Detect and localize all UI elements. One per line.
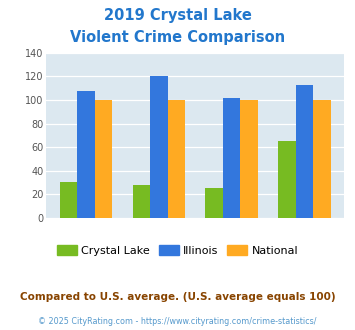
Bar xyxy=(278,141,296,218)
Bar xyxy=(313,100,331,218)
Bar xyxy=(240,100,258,218)
Bar xyxy=(168,100,185,218)
Bar xyxy=(150,76,168,218)
Bar xyxy=(60,182,77,218)
Bar xyxy=(95,100,112,218)
Legend: Crystal Lake, Illinois, National: Crystal Lake, Illinois, National xyxy=(52,240,303,260)
Bar xyxy=(206,188,223,218)
Text: © 2025 CityRating.com - https://www.cityrating.com/crime-statistics/: © 2025 CityRating.com - https://www.city… xyxy=(38,317,317,326)
Text: 2019 Crystal Lake: 2019 Crystal Lake xyxy=(104,8,251,23)
Bar xyxy=(77,90,95,218)
Bar xyxy=(296,84,313,218)
Bar xyxy=(132,185,150,218)
Text: Violent Crime Comparison: Violent Crime Comparison xyxy=(70,30,285,45)
Text: Compared to U.S. average. (U.S. average equals 100): Compared to U.S. average. (U.S. average … xyxy=(20,292,335,302)
Bar xyxy=(223,98,240,218)
